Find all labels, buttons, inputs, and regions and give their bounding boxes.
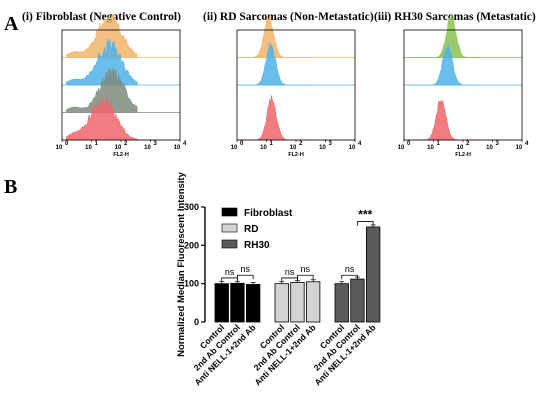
x-tick-label: 10 (56, 145, 63, 151)
panel-b-letter: B (4, 176, 17, 198)
legend-label-2: RH30 (244, 240, 270, 251)
x-axis-label: FL2-H (288, 152, 304, 158)
x-tick-label: 10 (486, 145, 493, 151)
bar-1-0 (274, 283, 289, 323)
x-tick-exponent: 0 (240, 141, 244, 147)
x-axis-label: FL2-H (455, 152, 471, 158)
x-tick-exponent: 1 (437, 141, 441, 147)
panel-a-title-3: (iii) RH30 Sarcomas (Metastatic) (374, 11, 536, 23)
x-tick-label: 10 (115, 145, 122, 151)
bar-1-1 (290, 282, 305, 323)
bar-2-1 (350, 278, 365, 323)
sig-rh30-2-label: *** (358, 208, 372, 222)
bar-2-2 (365, 226, 381, 323)
legend-label-0: Fibroblast (244, 208, 293, 219)
y-tick-label: 100 (184, 279, 199, 289)
sig-fib-1-bracket (221, 277, 238, 282)
bar-0-2 (245, 284, 261, 323)
legend-swatch-2 (221, 239, 238, 249)
bar-2-0 (334, 283, 349, 323)
sig-rh30-2-bracket (357, 221, 374, 226)
x-tick-exponent: 1 (270, 141, 274, 147)
x-tick-exponent: 1 (95, 141, 99, 147)
x-tick-label: 10 (457, 145, 464, 151)
panel-a-letter: A (4, 13, 19, 35)
x-tick-label: 10 (290, 145, 297, 151)
legend-swatch-0 (221, 207, 238, 217)
legend-label-1: RD (244, 224, 258, 235)
sig-rh30-1-bracket (341, 274, 358, 280)
y-tick-label: 300 (184, 202, 199, 212)
x-tick-label: 10 (174, 145, 181, 151)
x-tick-label: 10 (319, 145, 326, 151)
bar-1-2 (305, 281, 321, 323)
x-tick-label: 10 (85, 145, 92, 151)
x-tick-label: 10 (427, 145, 434, 151)
sig-rh30-1-label: ns (345, 264, 355, 274)
x-tick-exponent: 2 (299, 141, 303, 147)
sig-rd-2-label: ns (301, 264, 311, 274)
y-axis-label: Normalized Median Fluorescent Intensity (176, 171, 187, 356)
x-tick-label: 10 (349, 145, 356, 151)
x-tick-label: 10 (144, 145, 151, 151)
sig-rd-1-bracket (281, 277, 298, 282)
histogram-series-2 (408, 99, 480, 141)
y-tick-label: 200 (184, 240, 199, 250)
x-tick-label: 10 (231, 145, 238, 151)
x-tick-label: 10 (398, 145, 405, 151)
panel-a-title-2: (ii) RD Sarcomas (Non-Metastatic) (203, 11, 374, 23)
x-tick-exponent: 3 (329, 141, 333, 147)
sig-rd-2-bracket (297, 274, 314, 280)
histogram-series-2 (241, 95, 313, 141)
sig-fib-2-bracket (237, 274, 254, 280)
x-tick-exponent: 4 (358, 141, 362, 147)
y-tick-label: 0 (194, 317, 199, 327)
sig-rd-1-label: ns (285, 267, 295, 277)
histogram-series-3 (66, 96, 138, 141)
bar-0-1 (230, 282, 245, 323)
x-tick-exponent: 3 (154, 141, 158, 147)
x-tick-label: 10 (516, 145, 523, 151)
legend-swatch-1 (221, 223, 238, 233)
histogram-series-2 (66, 67, 138, 113)
sig-fib-1-label: ns (225, 267, 235, 277)
x-tick-exponent: 2 (466, 141, 470, 147)
x-axis-label: FL2-H (113, 152, 129, 158)
x-tick-exponent: 0 (65, 141, 69, 147)
histogram-series-1 (66, 38, 138, 86)
x-tick-label: 10 (260, 145, 267, 151)
x-tick-exponent: 4 (525, 141, 529, 147)
histogram-series-0 (66, 13, 138, 58)
bar-0-0 (214, 283, 229, 323)
x-tick-exponent: 3 (496, 141, 500, 147)
x-tick-exponent: 2 (124, 141, 128, 147)
x-tick-exponent: 4 (183, 141, 187, 147)
sig-fib-2-label: ns (241, 264, 251, 274)
x-tick-exponent: 0 (407, 141, 411, 147)
panel-a-title-1: (i) Fibroblast (Negative Control) (22, 11, 181, 23)
